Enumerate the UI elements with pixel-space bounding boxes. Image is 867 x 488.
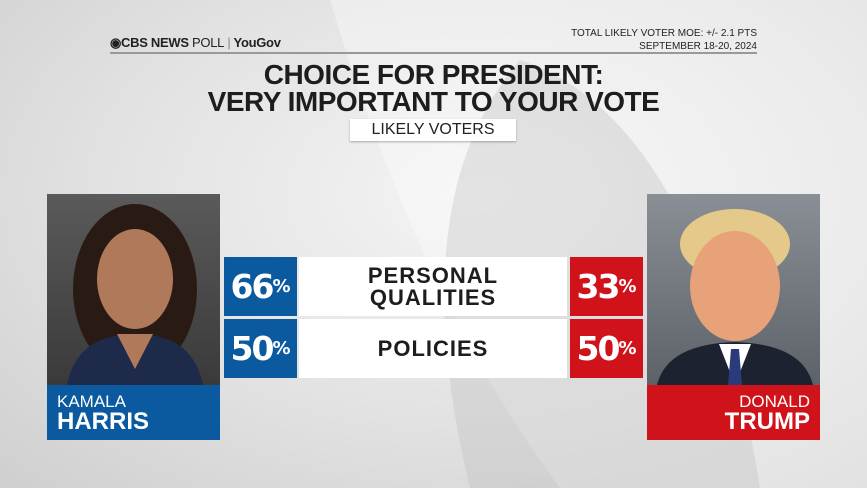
subtitle-badge: LIKELY VOTERS <box>350 119 516 141</box>
category-label-line: PERSONAL <box>367 262 499 288</box>
title-line-1: CHOICE FOR PRESIDENT: <box>263 59 604 90</box>
harris-photo <box>47 194 220 385</box>
logo-poll: POLL <box>192 35 225 50</box>
percent-sign: % <box>618 338 637 359</box>
category-label-line: POLICIES <box>377 335 489 361</box>
person-silhouette-icon <box>657 209 813 385</box>
trump-value-1: 50% <box>570 319 643 378</box>
percent-sign: % <box>272 338 291 359</box>
page-title: CHOICE FOR PRESIDENT: VERY IMPORTANT TO … <box>0 59 867 117</box>
harris-value-1: 50% <box>224 319 297 378</box>
value-label: 33 <box>576 267 621 306</box>
moe-text: TOTAL LIKELY VOTER MOE: +/- 2.1 PTS <box>571 28 757 39</box>
trump-last-name: TRUMP <box>724 408 810 435</box>
category-label: POLICIES <box>299 319 567 378</box>
title-line-2: VERY IMPORTANT TO YOUR VOTE <box>207 86 660 117</box>
cbs-eye-icon: ◉ <box>110 35 122 50</box>
value-label: 50 <box>576 329 621 368</box>
category-label: PERSONAL QUALITIES <box>299 257 567 316</box>
value-label: 50 <box>230 329 275 368</box>
trump-name-box: DONALD TRUMP <box>647 385 820 440</box>
category-label-line: QUALITIES <box>369 284 497 310</box>
trump-value-0: 33% <box>570 257 643 316</box>
yougov-logo: YouGov <box>233 35 281 50</box>
poll-meta: TOTAL LIKELY VOTER MOE: +/- 2.1 PTS SEPT… <box>571 27 757 53</box>
harris-name-box: KAMALA HARRIS <box>47 385 220 440</box>
percent-sign: % <box>618 276 637 297</box>
harris-first-name: KAMALA <box>57 392 126 411</box>
header-divider <box>110 52 757 54</box>
poll-dates: SEPTEMBER 18-20, 2024 <box>639 41 757 52</box>
harris-last-name: HARRIS <box>57 408 150 435</box>
percent-sign: % <box>272 276 291 297</box>
logo-separator: | <box>227 35 231 50</box>
value-label: 66 <box>230 267 275 306</box>
cbs-news-poll-logo: ◉CBS NEWS POLL | YouGov <box>110 35 281 51</box>
trump-first-name: DONALD <box>739 392 810 411</box>
person-silhouette-icon <box>67 204 203 385</box>
harris-value-0: 66% <box>224 257 297 316</box>
logo-text: CBS NEWS <box>121 35 189 50</box>
trump-photo <box>647 194 820 385</box>
